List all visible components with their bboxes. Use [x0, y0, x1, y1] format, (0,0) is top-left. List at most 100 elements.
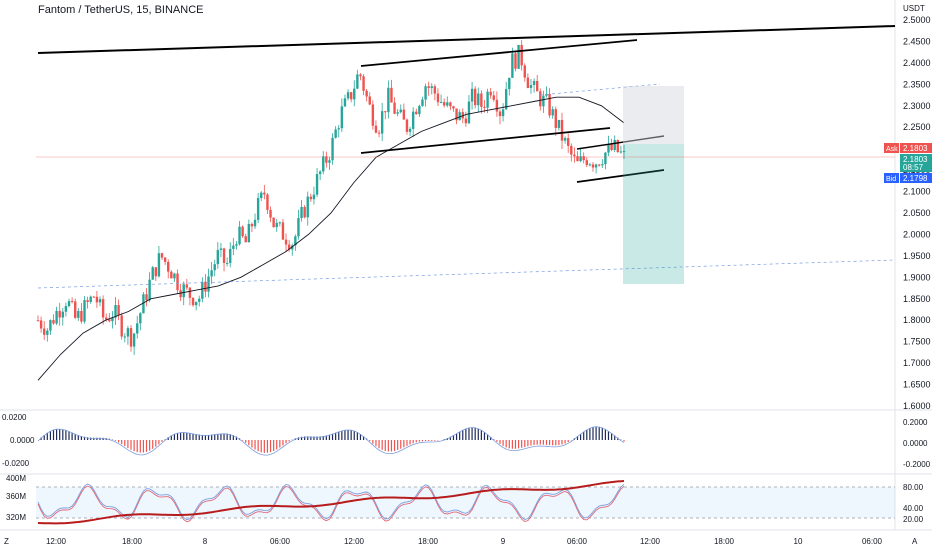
candle-body [464, 118, 468, 124]
currency-label: USDT [903, 4, 925, 13]
candle-body [139, 313, 142, 324]
price-axis[interactable]: 2.50002.45002.40002.35002.30002.25002.20… [903, 15, 931, 411]
candle-body [455, 108, 458, 121]
candle-body [216, 249, 220, 265]
candle-body [489, 91, 492, 96]
candle-body [108, 319, 111, 322]
candle-body [318, 171, 322, 175]
candle-body [325, 156, 328, 163]
candle-body [343, 98, 347, 107]
candle-body [560, 119, 564, 141]
macd-left-tick-2: -0.0200 [2, 459, 30, 468]
candle-body [151, 267, 154, 280]
trend-line-4[interactable] [576, 169, 665, 183]
candle-body [235, 244, 238, 246]
candle-body [86, 300, 89, 302]
candle-body [486, 91, 489, 108]
candle-body [458, 112, 461, 121]
candle-body [473, 88, 477, 106]
candle-body [219, 248, 223, 250]
candle-body [480, 93, 483, 107]
stoch-k-line [37, 483, 625, 521]
candle-body [303, 206, 306, 218]
trend-line-2[interactable] [360, 127, 611, 154]
position-stop-zone[interactable] [623, 86, 684, 144]
candle-body [346, 92, 350, 99]
price-tick-13: 1.8500 [903, 294, 931, 304]
dashed-trend-line[interactable] [37, 259, 896, 289]
price-tick-3: 2.3500 [903, 79, 931, 89]
candle-body [163, 257, 167, 262]
candle-body [356, 74, 359, 89]
candle-body [470, 88, 474, 102]
position-target-zone[interactable] [623, 144, 684, 284]
candle-body [498, 111, 502, 117]
trend-line-0[interactable] [37, 25, 896, 54]
candle-body [145, 294, 148, 301]
candle-body [415, 111, 418, 115]
macd-right-tick-2: -0.2000 [903, 460, 931, 469]
price-tick-5: 2.2500 [903, 122, 931, 132]
candle-body [483, 106, 486, 108]
candle-body [535, 80, 539, 92]
price-tick-14: 1.8000 [903, 315, 931, 325]
candle-body [328, 160, 331, 163]
candle-body [204, 281, 207, 292]
candle-body [340, 106, 344, 129]
candle-body [591, 164, 595, 168]
candle-body [55, 310, 58, 324]
footer-left-letter[interactable]: Z [4, 537, 9, 546]
macd-right-tick-0: 0.2000 [903, 418, 928, 427]
drawing-overlays[interactable] [37, 25, 896, 289]
time-label-10: 10 [794, 537, 803, 546]
candle-body [492, 95, 495, 100]
candle-body [362, 76, 365, 91]
candle-body [272, 217, 275, 228]
candle-body [384, 111, 387, 113]
price-tick-8: 2.1000 [903, 187, 931, 197]
candle-body [511, 53, 514, 78]
candle-body [349, 92, 353, 100]
time-label-5: 18:00 [418, 537, 439, 546]
dashed-upper-line[interactable] [539, 83, 661, 96]
candle-body [43, 328, 46, 335]
candle-body [167, 261, 170, 272]
candle-body [495, 99, 499, 112]
candle-body [52, 320, 55, 324]
candle-body [436, 93, 440, 103]
time-axis[interactable]: 12:00 18:00 8 06:00 12:00 18:00 9 06:00 12:00 18:… [46, 537, 883, 546]
candle-body [526, 77, 530, 88]
footer-right-letter[interactable]: A [912, 537, 918, 546]
price-tick-1: 2.4500 [903, 36, 931, 46]
candle-body [411, 111, 415, 129]
candle-body [198, 298, 201, 302]
trend-line-3[interactable] [576, 135, 665, 150]
candle-body [101, 299, 105, 318]
candle-body [120, 315, 123, 337]
candle-body [430, 86, 433, 89]
candle-body [563, 138, 567, 141]
candle-body [306, 196, 309, 218]
stoch-right-tick-0: 80.00 [903, 483, 924, 492]
candle-body [287, 244, 291, 250]
candle-body [260, 192, 263, 199]
candle-body [315, 174, 319, 195]
price-tick-4: 2.3000 [903, 101, 931, 111]
price-tick-0: 2.5000 [903, 15, 931, 25]
candle-body [89, 296, 92, 302]
trend-line-1[interactable] [360, 39, 638, 67]
candle-body [275, 222, 278, 228]
candle-body [229, 248, 232, 263]
candle-body [225, 262, 229, 264]
candle-body [532, 80, 536, 86]
candle-body [368, 96, 371, 105]
time-label-2: 8 [203, 537, 208, 546]
candle-body [576, 156, 579, 162]
macd-right-tick-1: 0.0000 [903, 439, 928, 448]
last-price-bg [900, 154, 932, 172]
candle-body [405, 119, 409, 132]
candle-body [294, 236, 297, 246]
candle-body [467, 101, 471, 124]
price-tick-12: 1.9000 [903, 272, 931, 282]
